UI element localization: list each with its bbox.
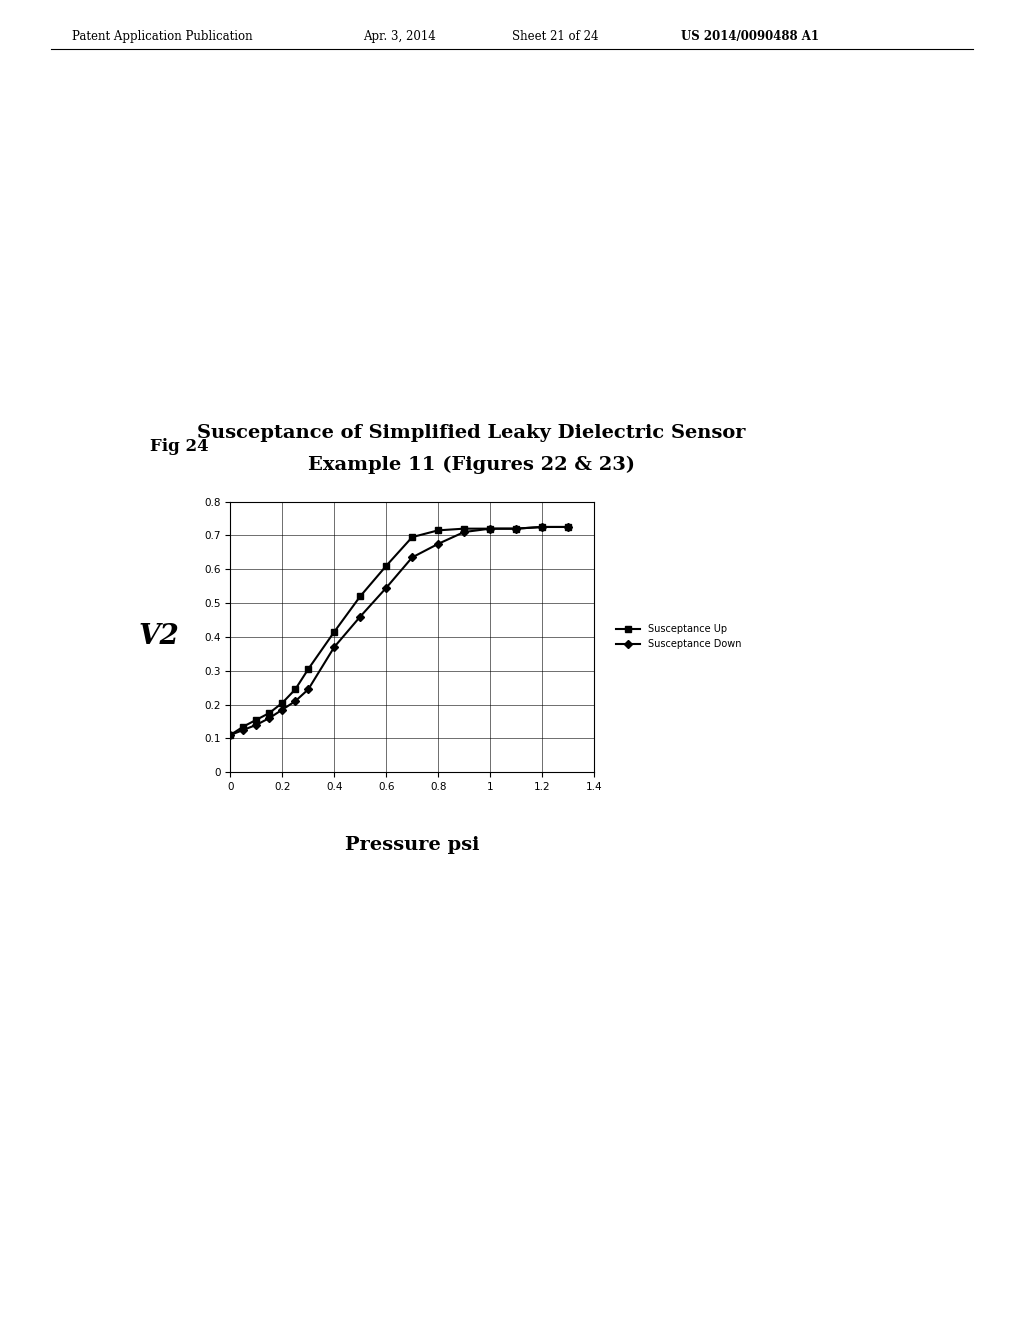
Text: Patent Application Publication: Patent Application Publication bbox=[72, 30, 252, 44]
Legend: Susceptance Up, Susceptance Down: Susceptance Up, Susceptance Down bbox=[612, 620, 745, 653]
Text: US 2014/0090488 A1: US 2014/0090488 A1 bbox=[681, 30, 819, 44]
Text: Sheet 21 of 24: Sheet 21 of 24 bbox=[512, 30, 598, 44]
Susceptance Down bbox=[224, 727, 237, 743]
Susceptance Down bbox=[458, 524, 470, 540]
Susceptance Down bbox=[510, 521, 522, 537]
Susceptance Down bbox=[302, 681, 314, 697]
Susceptance Down bbox=[354, 609, 367, 624]
Susceptance Up bbox=[302, 661, 314, 677]
Susceptance Down bbox=[432, 536, 444, 552]
Susceptance Down bbox=[250, 717, 262, 733]
Susceptance Up bbox=[224, 727, 237, 743]
Text: V2: V2 bbox=[138, 623, 179, 651]
Susceptance Down bbox=[536, 519, 548, 535]
Text: Fig 24: Fig 24 bbox=[150, 438, 208, 454]
Susceptance Up bbox=[484, 521, 497, 537]
Line: Susceptance Up: Susceptance Up bbox=[227, 524, 571, 738]
Susceptance Up bbox=[250, 711, 262, 727]
Susceptance Up bbox=[458, 521, 470, 537]
Text: Example 11 (Figures 22 & 23): Example 11 (Figures 22 & 23) bbox=[307, 455, 635, 474]
Susceptance Down bbox=[562, 519, 574, 535]
Susceptance Down bbox=[380, 579, 392, 595]
Susceptance Up bbox=[328, 624, 340, 640]
Susceptance Up bbox=[380, 558, 392, 574]
Text: Pressure psi: Pressure psi bbox=[345, 836, 479, 854]
Susceptance Up bbox=[263, 705, 275, 721]
Susceptance Up bbox=[289, 681, 301, 697]
Susceptance Up bbox=[562, 519, 574, 535]
Susceptance Up bbox=[276, 694, 289, 710]
Susceptance Down bbox=[276, 702, 289, 718]
Susceptance Up bbox=[536, 519, 548, 535]
Susceptance Down bbox=[263, 710, 275, 726]
Susceptance Down bbox=[238, 722, 250, 738]
Text: Susceptance of Simplified Leaky Dielectric Sensor: Susceptance of Simplified Leaky Dielectr… bbox=[197, 424, 745, 442]
Susceptance Up bbox=[432, 523, 444, 539]
Susceptance Up bbox=[510, 521, 522, 537]
Text: Apr. 3, 2014: Apr. 3, 2014 bbox=[364, 30, 436, 44]
Susceptance Down bbox=[406, 549, 418, 565]
Susceptance Up bbox=[238, 718, 250, 734]
Susceptance Down bbox=[484, 521, 497, 537]
Susceptance Down bbox=[289, 693, 301, 709]
Susceptance Down bbox=[328, 639, 340, 655]
Line: Susceptance Down: Susceptance Down bbox=[227, 524, 571, 738]
Susceptance Up bbox=[406, 529, 418, 545]
Susceptance Up bbox=[354, 589, 367, 605]
